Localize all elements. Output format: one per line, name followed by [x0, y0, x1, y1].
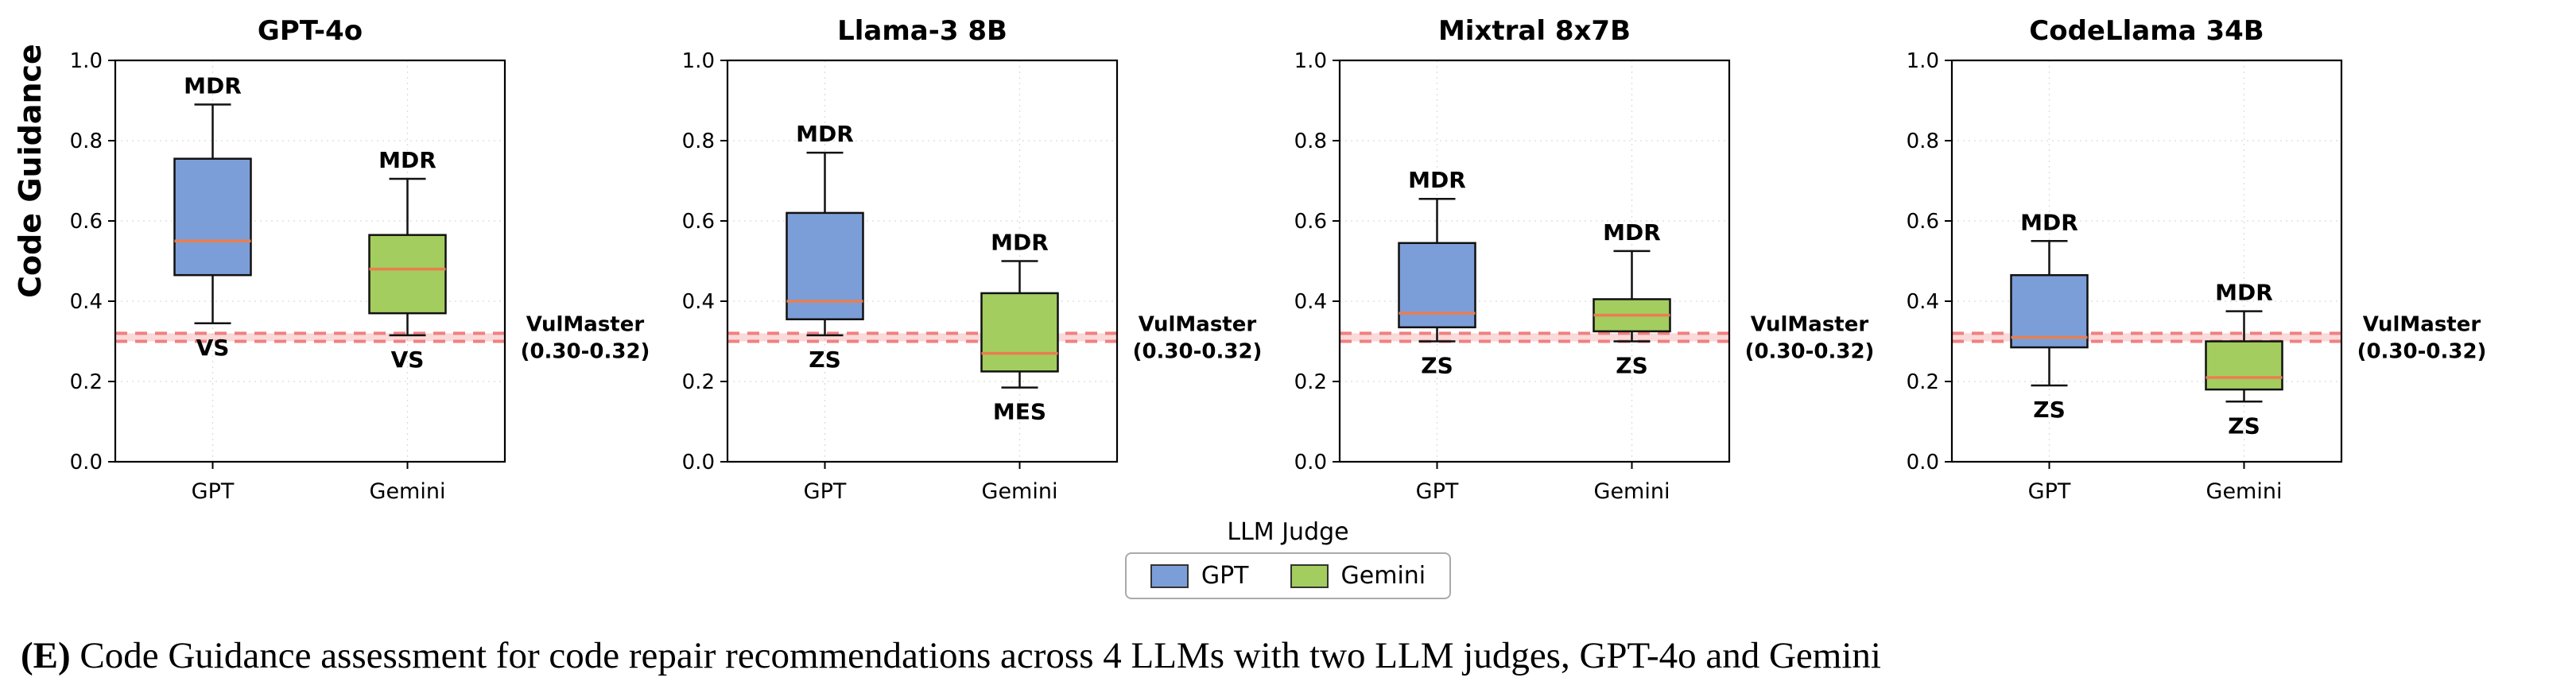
vulmaster-label: VulMaster — [2363, 312, 2481, 336]
boxplot-panel-mixtral-8x7b: MDR ZS MDR ZS 0.0 0.2 0.4 0.6 0.8 1.0 GPT Gemini Mix… — [1294, 15, 1875, 504]
vulmaster-label: VulMaster — [1139, 312, 1257, 336]
caption: (E) Code Guidance assessment for code re… — [21, 634, 1881, 677]
vulmaster-label: VulMaster — [526, 312, 645, 336]
y-tick-label: 0.6 — [1294, 210, 1327, 234]
box-GPT — [1398, 242, 1476, 329]
boxplot-panel-codellama-34b: MDR ZS MDR ZS 0.0 0.2 0.4 0.6 0.8 1.0 GPT Gemini Cod… — [1907, 15, 2487, 504]
annotation-top-GPT: MDR — [796, 121, 854, 147]
plot-frame — [726, 59, 1119, 463]
vulmaster-label: VulMaster — [1751, 312, 1869, 336]
boxplot-panel-gpt-4o: MDR VS MDR VS 0.0 0.2 0.4 0.6 0.8 1.0 GPT Gemini GPT… — [70, 15, 650, 504]
box-GPT — [2010, 273, 2089, 349]
box-Gemini — [980, 292, 1059, 373]
boxplot-panel-llama-3-8b: MDR ZS MDR MES 0.0 0.2 0.4 0.6 0.8 1.0 GPT Gemini Ll… — [682, 15, 1263, 504]
x-tick-label-GPT: GPT — [192, 479, 235, 504]
vulmaster-band — [727, 333, 1117, 342]
annotation-top-Gemini: MDR — [378, 147, 436, 173]
panel-title: CodeLlama 34B — [2029, 15, 2264, 47]
y-tick-label: 0.0 — [1907, 451, 1939, 474]
annotation-top-GPT: MDR — [2020, 209, 2078, 235]
box-Gemini — [368, 234, 447, 315]
annotation-top-Gemini: MDR — [1603, 219, 1661, 246]
annotation-bottom-GPT: ZS — [809, 347, 840, 373]
y-tick-label: 0.2 — [70, 370, 103, 394]
y-tick-label: 0.6 — [682, 210, 715, 234]
y-tick-label: 0.4 — [1294, 290, 1327, 314]
legend-entry-gemini: Gemini — [1290, 562, 1426, 590]
annotation-bottom-Gemini: VS — [391, 347, 425, 373]
y-tick-label: 0.6 — [70, 210, 103, 234]
y-tick-label: 0.6 — [1907, 210, 1939, 234]
y-tick-label: 1.0 — [1294, 49, 1327, 73]
y-tick-label: 0.8 — [1294, 130, 1327, 153]
legend-label-gemini: Gemini — [1340, 562, 1426, 590]
vulmaster-band — [1340, 333, 1729, 342]
vulmaster-range-label: (0.30-0.32) — [521, 339, 650, 363]
legend-label-gpt: GPT — [1201, 562, 1249, 590]
y-tick-label: 0.8 — [682, 130, 715, 153]
y-tick-label: 0.8 — [70, 130, 103, 153]
y-tick-label: 0.2 — [1294, 370, 1327, 394]
x-tick-label-Gemini: Gemini — [1594, 479, 1670, 504]
box-GPT — [786, 211, 864, 320]
y-tick-label: 1.0 — [70, 49, 103, 73]
y-tick-label: 0.2 — [1907, 370, 1939, 394]
vulmaster-band — [115, 333, 505, 342]
x-tick-label-GPT: GPT — [804, 479, 847, 504]
annotation-bottom-Gemini: ZS — [1616, 353, 1647, 379]
plot-frame — [114, 59, 506, 463]
annotation-bottom-GPT: VS — [196, 335, 230, 361]
x-tick-label-Gemini: Gemini — [2206, 479, 2283, 504]
x-tick-label-GPT: GPT — [1416, 479, 1459, 504]
y-axis-label: Code Guidance — [13, 44, 48, 298]
panels-row: MDR VS MDR VS 0.0 0.2 0.4 0.6 0.8 1.0 GPT Gemini GPT… — [44, 5, 2493, 517]
annotation-top-GPT: MDR — [1408, 167, 1466, 193]
annotation-top-Gemini: MDR — [991, 230, 1049, 256]
annotation-top-Gemini: MDR — [2215, 280, 2273, 306]
vulmaster-band — [1952, 333, 2341, 342]
plot-frame — [1950, 59, 2343, 463]
annotation-bottom-GPT: ZS — [2033, 397, 2065, 423]
vulmaster-range-label: (0.30-0.32) — [1745, 339, 1875, 363]
panel-title: Mixtral 8x7B — [1438, 15, 1631, 47]
y-tick-label: 0.4 — [1907, 290, 1939, 314]
y-tick-label: 0.0 — [682, 451, 715, 474]
y-tick-label: 0.4 — [682, 290, 715, 314]
panel-title: Llama-3 8B — [837, 15, 1007, 47]
legend-title: LLM Judge — [1227, 518, 1349, 546]
y-tick-label: 0.0 — [1294, 451, 1327, 474]
y-tick-label: 0.4 — [70, 290, 103, 314]
x-tick-label-Gemini: Gemini — [370, 479, 446, 504]
y-tick-label: 0.8 — [1907, 130, 1939, 153]
box-Gemini — [2205, 340, 2283, 391]
vulmaster-range-label: (0.30-0.32) — [1133, 339, 1263, 363]
vulmaster-range-label: (0.30-0.32) — [2357, 339, 2487, 363]
annotation-bottom-Gemini: ZS — [2228, 412, 2260, 439]
plot-frame — [1338, 59, 1731, 463]
y-tick-label: 1.0 — [1907, 49, 1939, 73]
legend-swatch-gemini — [1290, 563, 1329, 588]
caption-tag: (E) — [21, 635, 71, 676]
x-tick-label-Gemini: Gemini — [982, 479, 1058, 504]
x-tick-label-GPT: GPT — [2028, 479, 2071, 504]
box-GPT — [173, 157, 252, 277]
y-tick-label: 0.2 — [682, 370, 715, 394]
y-tick-label: 1.0 — [682, 49, 715, 73]
annotation-bottom-GPT: ZS — [1421, 353, 1453, 379]
annotation-top-GPT: MDR — [184, 73, 242, 99]
legend: LLM Judge GPT Gemini — [0, 518, 2576, 599]
legend-swatch-gpt — [1150, 563, 1189, 588]
legend-box: GPT Gemini — [1124, 552, 1452, 599]
caption-text: Code Guidance assessment for code repair… — [70, 635, 1881, 676]
y-tick-label: 0.0 — [70, 451, 103, 474]
panel-title: GPT-4o — [258, 15, 363, 47]
legend-entry-gpt: GPT — [1150, 562, 1249, 590]
annotation-bottom-Gemini: MES — [993, 399, 1046, 425]
